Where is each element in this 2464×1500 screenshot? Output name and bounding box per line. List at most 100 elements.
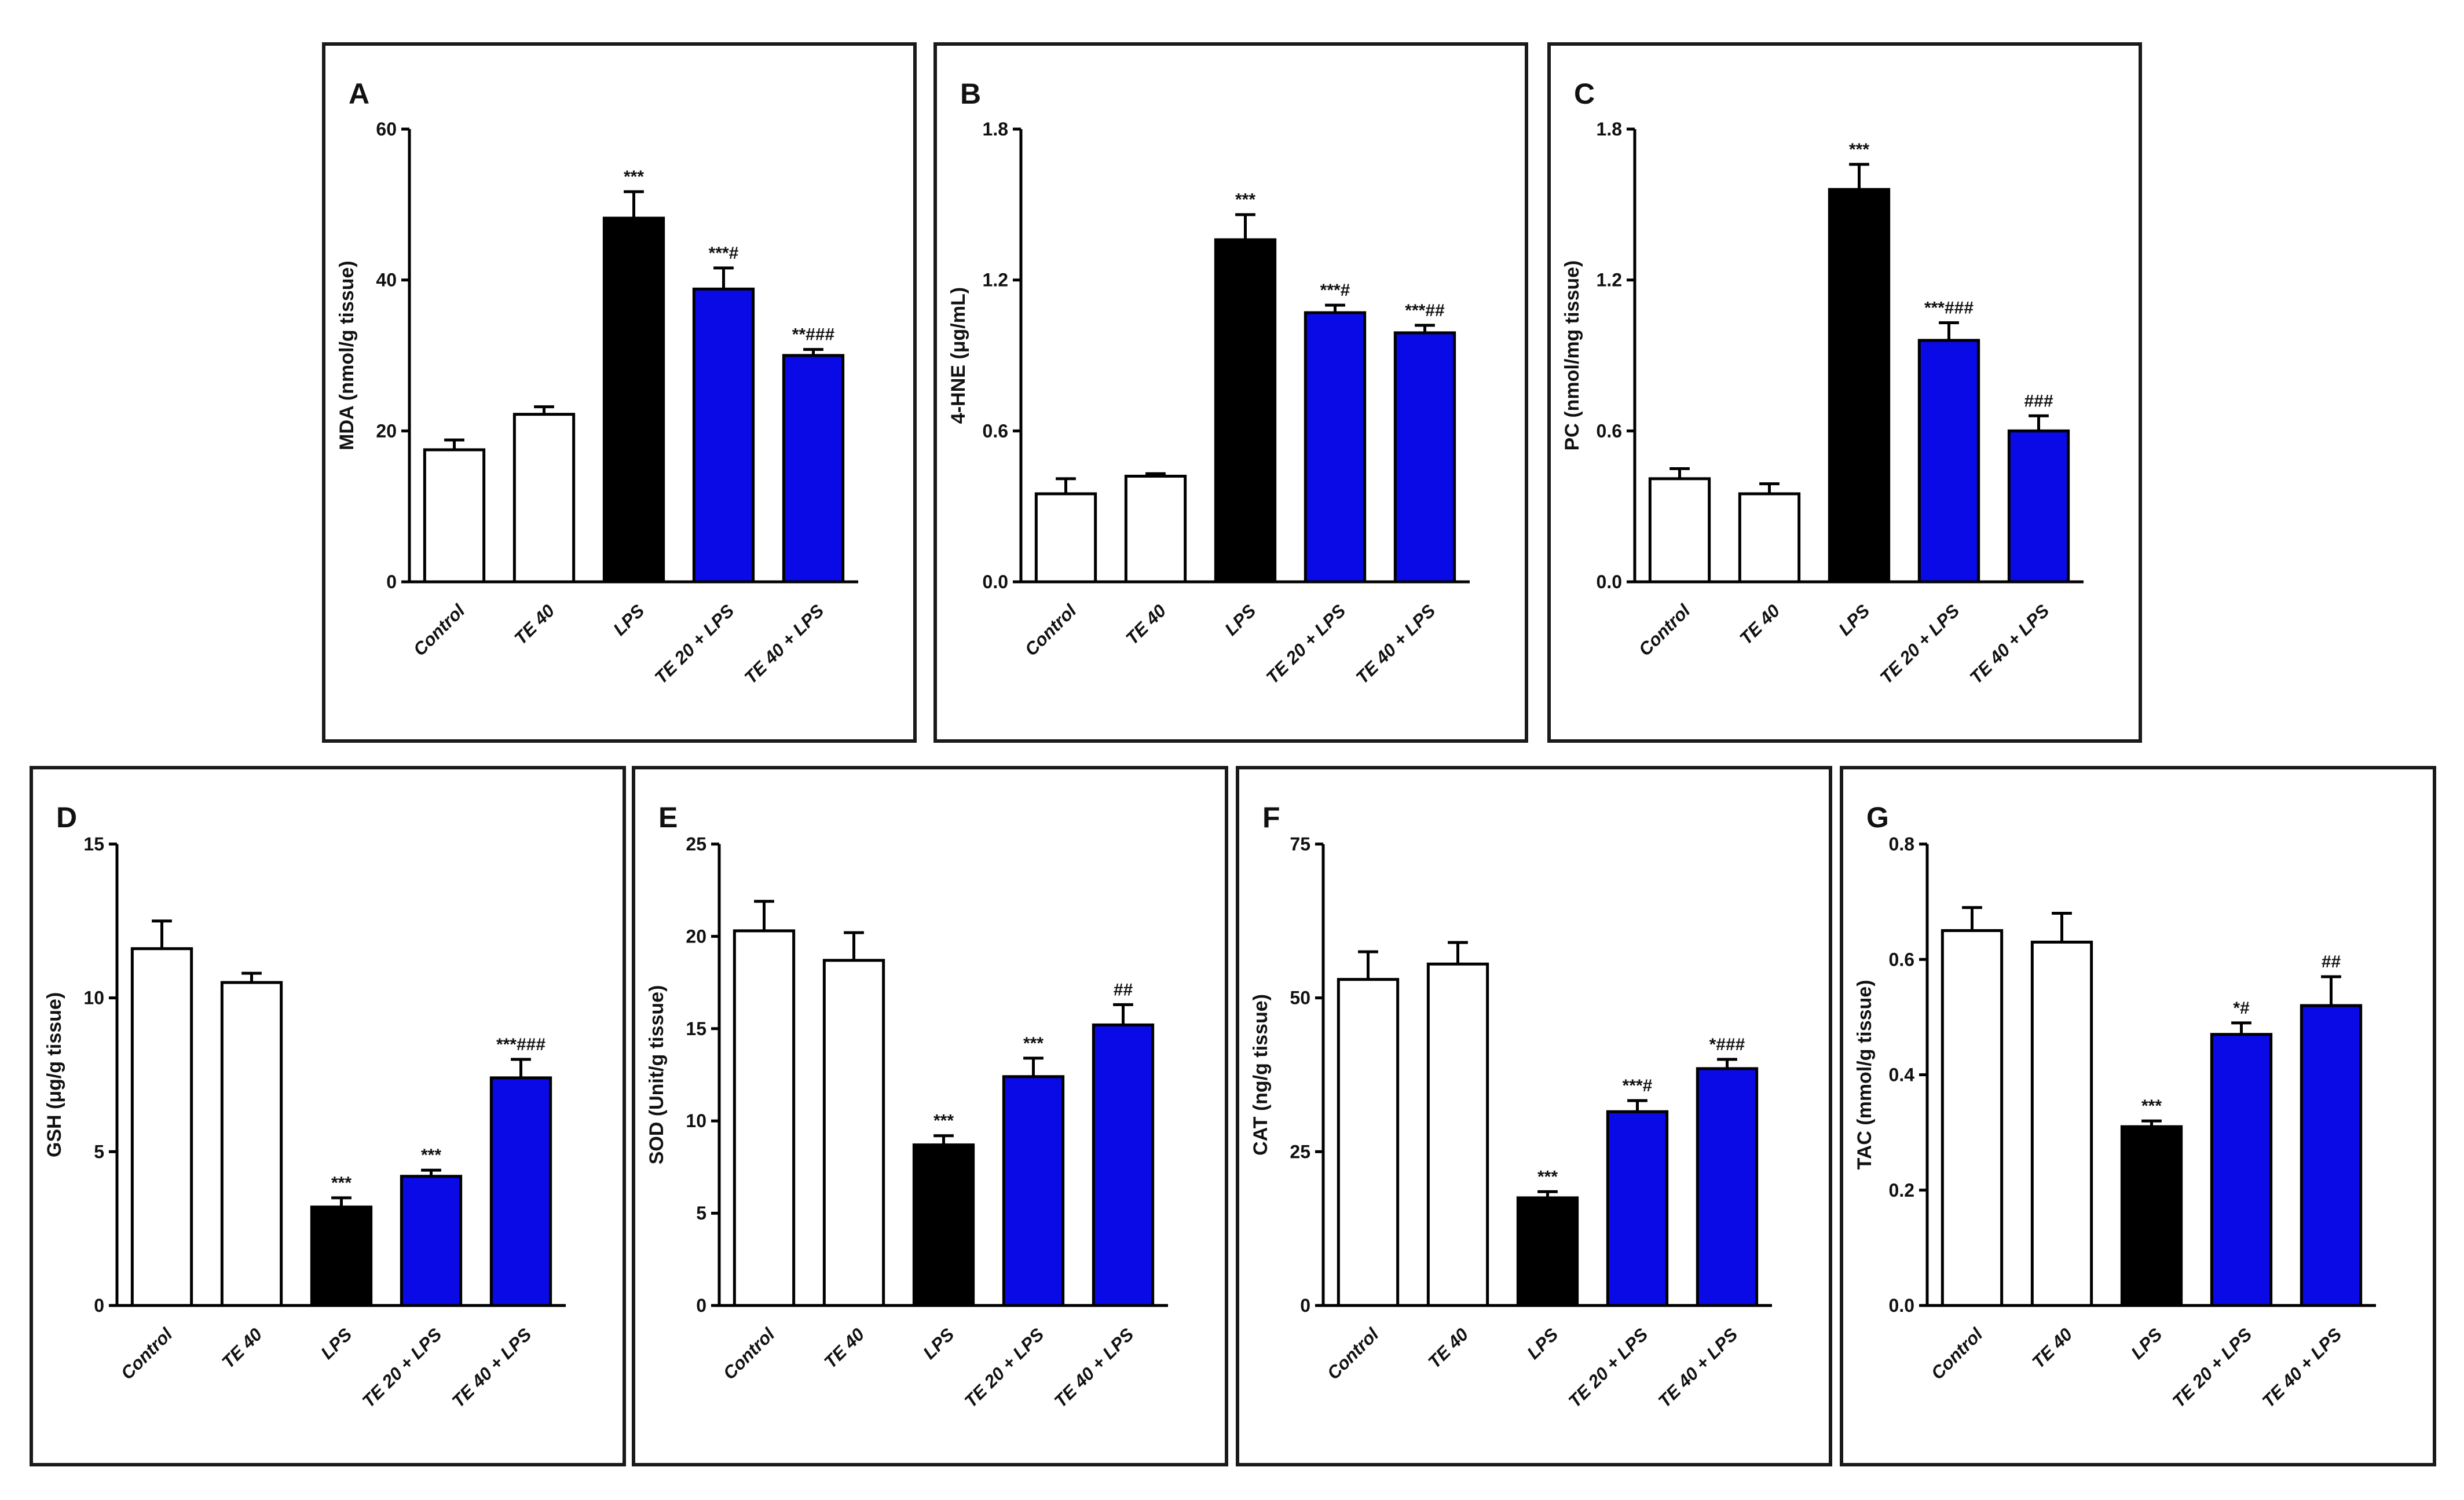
error-bar (511, 1058, 531, 1078)
significance-label: ***# (709, 244, 739, 263)
y-tick-label: 5 (94, 1141, 104, 1162)
error-bar (1537, 1190, 1558, 1198)
significance-label: ***## (1405, 301, 1445, 320)
significance-label: *### (1709, 1035, 1745, 1054)
y-tick-label: 0.8 (1889, 834, 1914, 854)
bar-te-40-lps (782, 354, 845, 584)
panel-d: D 0 5 10 15 GSH (μg/g tissue) Control TE 40 *** L… (30, 766, 626, 1466)
y-tick-label: 0 (94, 1295, 104, 1316)
error-bar (2052, 912, 2072, 942)
bar-te-40 (822, 959, 885, 1307)
x-tick-label: TE 20 + LPS (961, 1324, 1048, 1411)
chart-d: D 0 5 10 15 GSH (μg/g tissue) Control TE 40 *** L… (43, 801, 566, 1411)
chart-g: G 0.0 0.2 0.4 0.6 0.8 TAC (mmol/g tissue) Contr… (1854, 801, 2376, 1411)
y-tick-label: 75 (1290, 834, 1310, 854)
y-tick-label: 40 (376, 270, 397, 291)
bar-te-20-lps (692, 287, 755, 584)
bar-te-20-lps (400, 1175, 463, 1307)
x-tick-label: LPS (919, 1324, 958, 1363)
significance-label: *** (624, 167, 644, 186)
error-bar (2141, 1119, 2162, 1127)
chart-e: E 0 5 10 15 20 25 SOD (Unit/g tissue) Control TE … (646, 801, 1168, 1411)
error-bar (331, 1196, 352, 1207)
x-tick-label: TE 40 + LPS (1352, 600, 1440, 688)
bar-te-20-lps (1304, 311, 1367, 584)
bar-te-40 (1738, 492, 1801, 584)
bar-te-20-lps (1917, 339, 1980, 584)
x-tick-label: TE 40 + LPS (1654, 1324, 1742, 1411)
chart-c: C 0.0 0.6 1.2 1.8 PC (nmol/mg tissue) Control T… (1561, 78, 2084, 688)
y-tick-label: 0.2 (1889, 1180, 1914, 1201)
significance-label: **### (792, 325, 835, 344)
y-axis-label: TAC (mmol/g tissue) (1854, 980, 1876, 1169)
significance-label: *** (1235, 190, 1255, 210)
significance-label: *** (1849, 140, 1869, 159)
bar-lps (602, 217, 665, 584)
bar-control (1648, 477, 1711, 584)
bar-control (423, 448, 486, 584)
x-tick-label: TE 40 (510, 600, 558, 648)
bar-te-20-lps (2210, 1033, 2273, 1307)
significance-label: ## (1114, 980, 1133, 999)
error-bar (1056, 477, 1076, 494)
y-tick-label: 0 (696, 1295, 706, 1316)
bar-lps (1214, 238, 1277, 584)
y-axis-label: SOD (Unit/g tissue) (646, 985, 668, 1165)
y-tick-label: 50 (1290, 988, 1310, 1008)
x-tick-label: Control (409, 600, 470, 660)
panel-label: D (56, 801, 77, 834)
x-tick-label: Control (1635, 600, 1695, 660)
significance-label: *# (2233, 999, 2250, 1018)
x-tick-label: LPS (609, 600, 649, 640)
error-bar (803, 348, 823, 355)
x-tick-label: TE 20 + LPS (1876, 600, 1964, 688)
x-tick-label: LPS (1221, 600, 1260, 640)
x-tick-label: Control (117, 1323, 177, 1384)
bar-te-40-lps (2300, 1004, 2363, 1307)
x-tick-label: TE 40 (1122, 600, 1170, 648)
error-bar (713, 266, 734, 289)
y-tick-label: 10 (83, 988, 104, 1008)
significance-label: *** (421, 1146, 441, 1165)
error-bar (2321, 975, 2341, 1006)
significance-label: ***# (1320, 281, 1350, 300)
error-bar (1145, 472, 1166, 476)
bar-te-40 (512, 413, 576, 584)
y-axis-label: CAT (ng/g tissue) (1250, 994, 1272, 1156)
y-tick-label: 60 (376, 119, 397, 140)
bar-te-20-lps (1606, 1110, 1669, 1307)
y-tick-label: 0 (1300, 1295, 1310, 1316)
significance-label: *** (1537, 1167, 1558, 1186)
x-tick-label: Control (719, 1323, 779, 1384)
bar-control (1034, 492, 1097, 584)
bar-lps (1516, 1196, 1579, 1307)
error-bar (1759, 482, 1780, 494)
bar-te-40-lps (489, 1076, 552, 1307)
x-tick-label: TE 40 (1424, 1324, 1472, 1372)
bar-lps (310, 1205, 373, 1307)
y-tick-label: 0.0 (983, 571, 1008, 592)
significance-label: *** (1023, 1034, 1044, 1053)
error-bar (1358, 950, 1378, 980)
y-tick-label: 20 (376, 420, 397, 441)
error-bar (2231, 1021, 2251, 1035)
x-tick-label: TE 20 + LPS (651, 600, 738, 688)
x-tick-label: TE 40 (2028, 1324, 2076, 1372)
y-tick-label: 0.0 (1597, 571, 1622, 592)
panel-label: B (960, 78, 981, 110)
y-tick-label: 0.6 (1889, 949, 1914, 970)
bar-te-40-lps (1393, 331, 1456, 584)
y-tick-label: 1.2 (1597, 270, 1622, 291)
y-axis-label: MDA (nmol/g tissue) (336, 261, 358, 450)
error-bar (1448, 941, 1468, 964)
x-tick-label: TE 40 + LPS (448, 1324, 536, 1411)
error-bar (421, 1168, 441, 1176)
x-tick-label: LPS (317, 1324, 356, 1363)
error-bar (152, 919, 172, 949)
error-bar (1717, 1058, 1737, 1069)
error-bar (1235, 213, 1255, 240)
bar-te-40 (2030, 940, 2093, 1307)
y-tick-label: 10 (686, 1110, 706, 1131)
error-bar (1023, 1057, 1044, 1077)
panel-a: A 0 20 40 60 MDA (nmol/g tissue) Control TE 40 *… (322, 42, 917, 743)
